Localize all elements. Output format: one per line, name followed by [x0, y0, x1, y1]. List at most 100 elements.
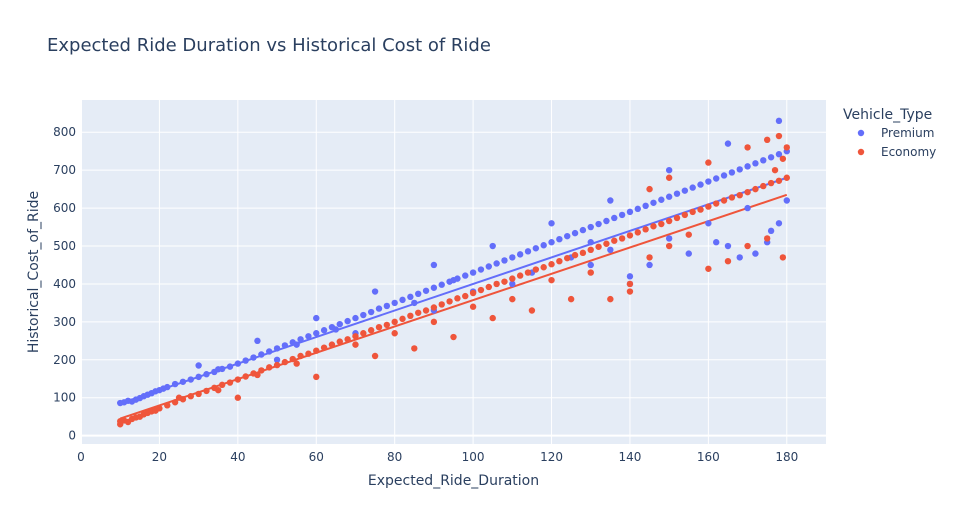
premium-point — [195, 362, 202, 369]
premium-point — [430, 284, 438, 291]
economy-point — [411, 345, 418, 352]
legend-item-premium[interactable]: Premium — [881, 126, 934, 140]
economy-point — [454, 295, 461, 302]
premium-point — [469, 269, 477, 276]
premium-point — [705, 178, 712, 185]
economy-point — [226, 379, 234, 386]
economy-point — [399, 315, 406, 323]
economy-point — [438, 301, 445, 308]
economy-point — [528, 307, 536, 314]
premium-point — [360, 311, 367, 319]
premium-point — [658, 196, 665, 203]
premium-point — [371, 288, 379, 295]
premium-point — [375, 305, 383, 312]
premium-point — [607, 197, 614, 204]
premium-point — [540, 242, 547, 249]
legend-marker-economy[interactable] — [857, 148, 865, 156]
economy-point — [422, 307, 430, 314]
premium-point — [736, 166, 743, 173]
economy-point — [281, 358, 289, 366]
premium-point — [697, 181, 704, 188]
premium-point — [603, 217, 610, 225]
economy-point — [171, 399, 179, 406]
premium-point — [713, 175, 720, 182]
y-axis-label: Historical_Cost_of_Ride — [26, 191, 42, 353]
premium-point — [775, 117, 783, 125]
economy-point — [642, 226, 649, 233]
premium-point — [724, 242, 732, 250]
legend-item-economy[interactable]: Economy — [881, 145, 936, 159]
economy-point — [705, 203, 712, 210]
premium-point — [626, 273, 634, 280]
premium-point — [187, 376, 194, 383]
premium-point — [489, 242, 496, 250]
economy-point — [658, 220, 665, 228]
premium-point — [736, 254, 743, 261]
premium-point — [767, 154, 775, 161]
economy-point — [744, 242, 751, 250]
economy-point — [681, 211, 689, 219]
economy-point — [462, 292, 469, 300]
premium-point — [332, 326, 340, 333]
x-axis-label: Expected_Ride_Duration — [368, 473, 539, 489]
legend[interactable]: Vehicle_Type Premium Economy — [843, 107, 936, 159]
economy-point — [509, 295, 516, 303]
economy-point — [646, 185, 653, 193]
premium-point — [595, 220, 602, 228]
economy-point — [567, 295, 575, 303]
premium-point — [767, 227, 775, 235]
premium-point — [728, 169, 736, 176]
premium-point — [273, 356, 281, 364]
economy-point — [607, 295, 614, 303]
y-tick-label: 600 — [53, 201, 76, 215]
premium-point — [713, 239, 720, 246]
premium-point — [250, 354, 257, 361]
grid-lines — [80, 100, 826, 444]
economy-point — [391, 330, 398, 337]
premium-point — [618, 211, 626, 219]
economy-point — [744, 144, 751, 151]
legend-marker-premium[interactable] — [857, 129, 865, 137]
economy-point — [760, 182, 767, 190]
premium-point — [215, 366, 222, 373]
premium-point — [516, 251, 524, 258]
economy-point — [779, 254, 787, 261]
x-tick-label: 20 — [152, 450, 167, 464]
y-tick-label: 300 — [53, 315, 76, 329]
premium-point — [752, 160, 759, 167]
economy-point — [305, 350, 312, 357]
premium-point — [226, 363, 234, 370]
y-tick-label: 0 — [68, 429, 76, 443]
premium-point — [305, 333, 312, 340]
economy-point — [375, 323, 383, 331]
economy-point — [564, 254, 571, 262]
premium-point — [579, 226, 587, 234]
premium-point — [336, 320, 343, 328]
premium-point — [587, 223, 594, 231]
premium-point — [344, 317, 351, 325]
premium-point — [634, 205, 641, 213]
premium-point — [415, 290, 422, 298]
economy-point — [352, 341, 359, 348]
premium-point — [685, 250, 692, 257]
axes: 0 20 40 60 80 100 120 140 160 180 0 100 200 300 400 500… — [53, 125, 798, 464]
x-tick-label: 160 — [697, 450, 720, 464]
economy-point — [313, 373, 320, 381]
economy-point — [524, 269, 532, 276]
premium-point — [313, 330, 320, 337]
x-tick-label: 40 — [230, 450, 245, 464]
premium-point — [367, 308, 375, 316]
economy-point — [767, 179, 775, 187]
premium-point — [665, 166, 673, 174]
economy-point — [509, 275, 516, 282]
x-tick-label: 180 — [775, 450, 798, 464]
premium-point — [234, 360, 242, 367]
economy-point — [705, 159, 712, 166]
economy-point — [626, 232, 634, 239]
economy-point — [430, 318, 438, 326]
premium-point — [720, 172, 728, 179]
economy-point — [713, 200, 720, 207]
premium-point — [587, 261, 594, 269]
premium-point — [430, 261, 438, 269]
